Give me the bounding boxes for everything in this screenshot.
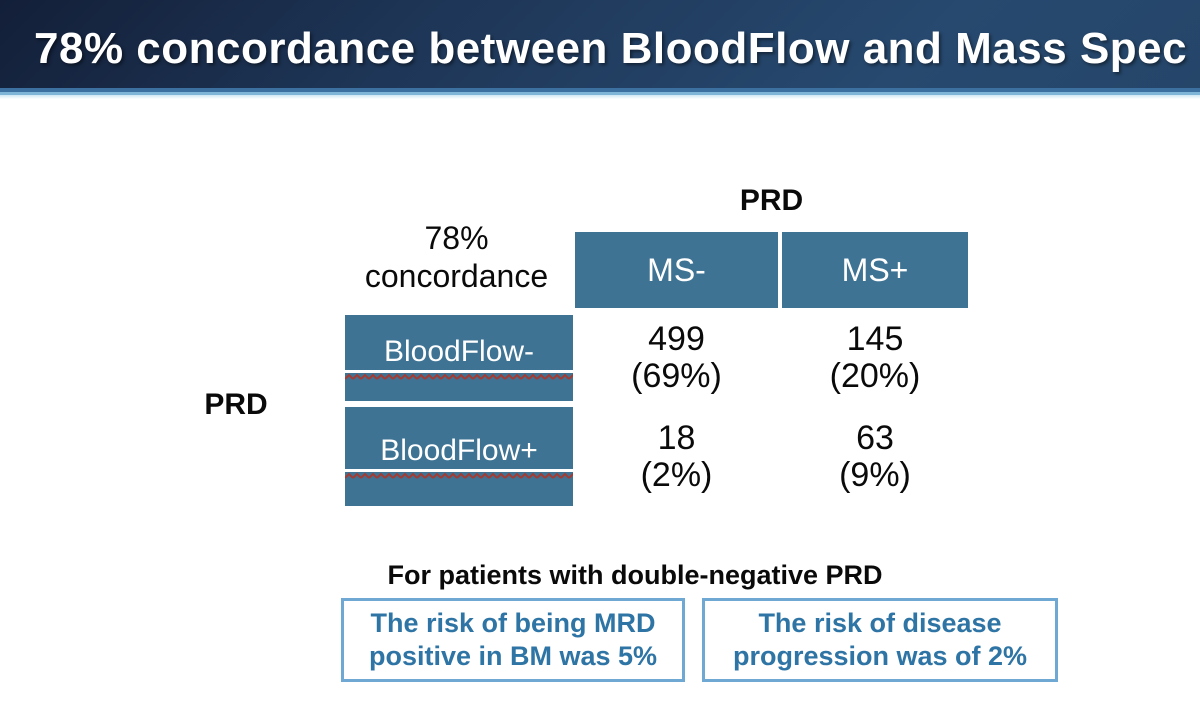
column-header-label: MS- [647, 251, 706, 288]
footer-heading: For patients with double-negative PRD [387, 560, 883, 590]
cell-percent: (69%) [631, 357, 722, 395]
column-group-label-prd: PRD [739, 184, 804, 217]
row-header-label: BloodFlow- [345, 335, 573, 373]
cell-percent: (20%) [829, 357, 921, 395]
concordance-label: 78% concordance [340, 219, 573, 295]
cell-count: 145 [846, 320, 904, 358]
title-bar-divider-fade [0, 95, 1200, 99]
cell-count: 499 [648, 320, 705, 358]
cell-bfpos-msneg: 18 (2%) [575, 407, 778, 506]
row-header-bloodflow-negative: BloodFlow- [345, 315, 573, 401]
column-header-label: MS+ [841, 251, 909, 288]
slide-title: 78% concordance between BloodFlow and Ma… [34, 24, 1188, 73]
column-header-ms-positive: MS+ [782, 232, 968, 308]
spellcheck-squiggle-icon [345, 373, 573, 381]
row-header-bloodflow-positive: BloodFlow+ [345, 407, 573, 506]
row-header-wrap: BloodFlow+ [345, 434, 573, 480]
row-header-wrap: BloodFlow- [345, 335, 573, 381]
callout-progression-risk: The risk of disease progression was of 2… [702, 598, 1058, 682]
title-bar: 78% concordance between BloodFlow and Ma… [0, 0, 1200, 88]
concordance-label-line1: 78% [424, 220, 489, 256]
cell-bfpos-mspos: 63 (9%) [782, 407, 968, 506]
cell-count: 63 [856, 418, 894, 457]
cell-percent: (9%) [839, 455, 911, 494]
title-bar-divider-light [0, 92, 1200, 95]
title-bar-divider [0, 88, 1200, 92]
row-group-label-prd: PRD [204, 388, 268, 421]
concordance-label-line2: concordance [364, 258, 549, 294]
cell-bfneg-msneg: 499 (69%) [575, 315, 778, 401]
callout-mrd-risk: The risk of being MRD positive in BM was… [341, 598, 685, 682]
callout-line2: progression was of 2% [732, 641, 1028, 671]
cell-bfneg-mspos: 145 (20%) [782, 315, 968, 401]
spellcheck-squiggle-icon [345, 471, 573, 480]
column-header-ms-negative: MS- [575, 232, 778, 308]
callout-line2: positive in BM was 5% [368, 641, 658, 671]
cell-percent: (2%) [640, 455, 713, 494]
callout-line1: The risk of being MRD [370, 608, 656, 638]
cell-count: 18 [657, 418, 696, 457]
row-header-label: BloodFlow+ [345, 434, 573, 472]
callout-line1: The risk of disease [758, 608, 1002, 638]
